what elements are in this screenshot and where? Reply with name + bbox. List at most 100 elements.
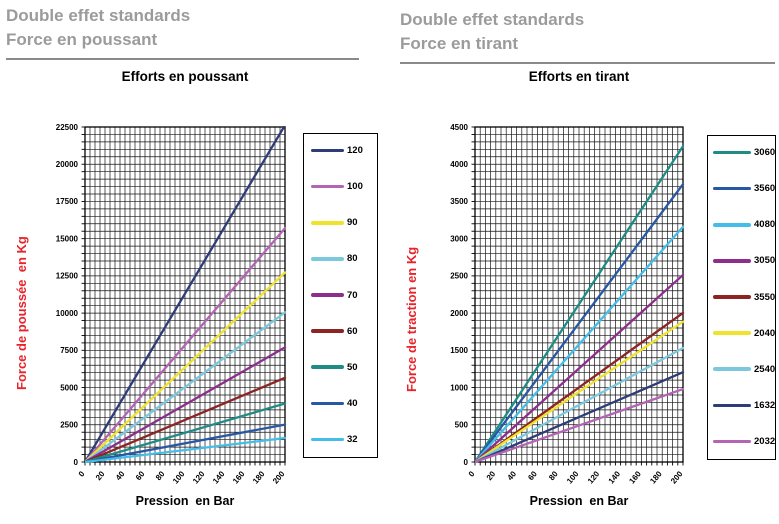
section-header-pull-line1: Double effet standards bbox=[400, 10, 585, 29]
section-header-pull: Double effet standards Force en tirant bbox=[400, 8, 775, 65]
section-header-push-line2: Force en poussant bbox=[6, 30, 158, 50]
x-tick-label: 180 bbox=[648, 469, 664, 485]
series-line-2032 bbox=[475, 387, 685, 463]
legend-swatch-40 bbox=[311, 401, 344, 406]
series-line-3050 bbox=[475, 273, 685, 463]
series-line-32 bbox=[85, 436, 287, 463]
legend-swatch-4080 bbox=[713, 222, 751, 227]
legend-swatch-1632 bbox=[713, 403, 751, 408]
section-header-push-line1: Double effet standards bbox=[6, 6, 191, 25]
chart-title-pull: Efforts en tirant bbox=[528, 69, 630, 84]
series-line-2040 bbox=[475, 320, 685, 463]
legend-swatch-3560 bbox=[713, 186, 751, 191]
legend-item-50: 50 bbox=[311, 362, 375, 373]
legend-swatch-2040 bbox=[713, 331, 751, 335]
x-tick-label: 140 bbox=[211, 469, 227, 485]
legend-label: 32 bbox=[347, 434, 358, 445]
chart-title-push: Efforts en poussant bbox=[121, 69, 249, 84]
plot-area-pull: 0 20 40 60 80 100 120 140 160 180 2000500100015002… bbox=[450, 123, 685, 486]
x-tick-label: 20 bbox=[94, 469, 107, 482]
series-line-3060 bbox=[475, 145, 685, 463]
series-line-1632 bbox=[475, 371, 685, 463]
y-tick-label: 2000 bbox=[450, 309, 468, 318]
x-tick-label: 160 bbox=[231, 469, 247, 485]
x-tick-label: 120 bbox=[191, 469, 207, 485]
legend-label: 70 bbox=[347, 289, 358, 301]
legend-label: 80 bbox=[347, 253, 358, 265]
y-axis-title-push: Force de poussée en Kg bbox=[14, 236, 29, 390]
legend-item-2040: 2040 bbox=[713, 328, 775, 339]
legend-swatch-100 bbox=[311, 184, 344, 189]
y-tick-label: 20000 bbox=[56, 160, 79, 169]
legend-swatch-90 bbox=[311, 220, 344, 225]
y-tick-label: 3000 bbox=[450, 234, 468, 243]
x-tick-label: 20 bbox=[485, 469, 498, 482]
legend-swatch-3550 bbox=[713, 295, 751, 299]
y-tick-label: 5000 bbox=[60, 383, 78, 392]
legend-label: 120 bbox=[347, 145, 363, 156]
x-axis-title-push: Pression en Bar bbox=[135, 494, 235, 508]
x-axis-title-pull: Pression en Bar bbox=[529, 494, 629, 508]
y-tick-label: 22500 bbox=[56, 123, 79, 132]
legend-item-80: 80 bbox=[311, 253, 375, 264]
y-tick-label: 2500 bbox=[60, 421, 78, 430]
legend-item-40: 40 bbox=[311, 398, 375, 409]
x-tick-label: 200 bbox=[669, 469, 685, 485]
legend-swatch-60 bbox=[311, 329, 344, 333]
legend-swatch-3050 bbox=[713, 259, 751, 263]
y-tick-label: 3500 bbox=[450, 197, 468, 206]
legend-swatch-32 bbox=[311, 437, 344, 442]
legend-label: 3050 bbox=[754, 255, 776, 267]
legend-item-60: 60 bbox=[311, 326, 375, 337]
legend-item-1632: 1632 bbox=[713, 400, 775, 411]
legend-item-3550: 3550 bbox=[713, 292, 775, 303]
y-tick-label: 1000 bbox=[450, 383, 468, 392]
y-tick-label: 10000 bbox=[56, 309, 79, 318]
legend-item-3560: 3560 bbox=[713, 183, 776, 195]
x-tick-label: 40 bbox=[506, 469, 519, 482]
legend-item-120: 120 bbox=[311, 145, 375, 156]
series-group bbox=[475, 145, 685, 463]
series-line-80 bbox=[85, 311, 287, 463]
x-tick-label: 160 bbox=[627, 469, 643, 485]
y-tick-label: 12500 bbox=[56, 272, 79, 281]
x-tick-label: 180 bbox=[251, 469, 267, 485]
series-line-2540 bbox=[475, 346, 685, 463]
legend-swatch-50 bbox=[311, 365, 344, 370]
x-tick-label: 80 bbox=[154, 469, 167, 482]
series-line-90 bbox=[85, 271, 287, 463]
legend-item-100: 100 bbox=[311, 181, 375, 192]
legend-label: 60 bbox=[347, 325, 358, 337]
legend-label: 90 bbox=[347, 217, 358, 229]
x-tick-label: 140 bbox=[607, 469, 623, 485]
x-tick-label: 100 bbox=[565, 469, 581, 485]
legend-push: 120 100 90 80 70 60 50 40 32 bbox=[303, 133, 378, 458]
legend-label: 4080 bbox=[754, 219, 776, 231]
legend-item-90: 90 bbox=[311, 217, 375, 228]
legend-label: 3060 bbox=[754, 147, 776, 158]
legend-label: 40 bbox=[347, 397, 358, 409]
y-tick-label: 1500 bbox=[450, 346, 468, 355]
legend-item-3050: 3050 bbox=[713, 255, 776, 267]
x-tick-label: 80 bbox=[547, 469, 560, 482]
legend-label: 2540 bbox=[754, 363, 776, 375]
legend-label: 50 bbox=[347, 361, 358, 373]
legend-swatch-3060 bbox=[713, 150, 751, 155]
x-tick-label: 100 bbox=[171, 469, 187, 485]
series-line-40 bbox=[85, 423, 287, 463]
legend-label: 100 bbox=[347, 181, 363, 193]
x-tick-label: 0 bbox=[467, 469, 477, 479]
y-tick-label: 500 bbox=[455, 421, 469, 430]
legend-label: 3560 bbox=[754, 183, 776, 195]
legend-swatch-80 bbox=[311, 257, 344, 261]
plot-area-push: 0 20 40 60 80 100 120 140 160 180 200 0 2500 5000 7500… bbox=[56, 123, 287, 486]
series-group bbox=[85, 126, 287, 463]
x-tick-label: 120 bbox=[586, 469, 602, 485]
legend-item-2032: 2032 bbox=[713, 436, 775, 447]
series-line-70 bbox=[85, 346, 287, 463]
legend-swatch-120 bbox=[311, 148, 344, 153]
legend-swatch-2032 bbox=[713, 439, 751, 444]
legend-item-2540: 2540 bbox=[713, 363, 776, 375]
plot-border bbox=[84, 126, 286, 463]
